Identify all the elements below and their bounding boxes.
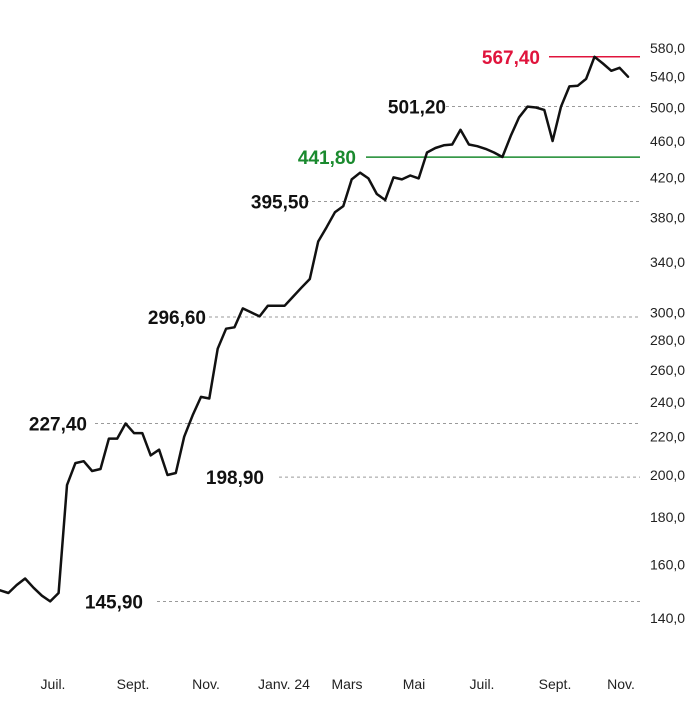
x-tick-label: Mai (403, 676, 426, 692)
x-tick-label: Nov. (192, 676, 220, 692)
x-tick-label: Sept. (539, 676, 572, 692)
annotation-label: 198,90 (206, 468, 264, 489)
price-series (0, 55, 630, 603)
reference-lines (95, 56, 640, 602)
price-annotations: 567,40 501,20 441,80 395,50 296,60 227,40 198,… (29, 48, 540, 614)
y-tick-label: 500,0 (650, 100, 685, 116)
y-tick-label: 580,0 (650, 40, 685, 56)
y-tick-label: 280,0 (650, 332, 685, 348)
y-tick-label: 160,0 (650, 556, 685, 572)
y-tick-label: 460,0 (650, 133, 685, 149)
y-tick-label: 140,0 (650, 610, 685, 626)
annotation-label: 501,20 (388, 98, 446, 119)
x-tick-label: Juil. (470, 676, 495, 692)
y-tick-label: 380,0 (650, 210, 685, 226)
y-axis-ticks: 140,0 160,0 180,0 200,0 220,0 240,0 260,0 280,0… (650, 40, 685, 626)
x-axis-ticks: Juil. Sept. Nov. Janv. 24 Mars Mai Juil. Sept. N… (41, 676, 635, 692)
y-tick-label: 300,0 (650, 304, 685, 320)
y-tick-label: 540,0 (650, 69, 685, 85)
annotation-label: 441,80 (298, 148, 356, 169)
y-tick-label: 260,0 (650, 362, 685, 378)
x-tick-label: Sept. (117, 676, 150, 692)
y-tick-label: 240,0 (650, 394, 685, 410)
price-line (0, 55, 630, 603)
y-tick-label: 180,0 (650, 509, 685, 525)
annotation-label: 296,60 (148, 308, 206, 329)
x-tick-label: Mars (331, 676, 362, 692)
annotation-label: 145,90 (85, 592, 143, 613)
x-tick-label: Juil. (41, 676, 66, 692)
annotation-label: 395,50 (251, 193, 309, 214)
x-tick-label: Janv. 24 (258, 676, 310, 692)
y-tick-label: 220,0 (650, 429, 685, 445)
y-tick-label: 340,0 (650, 254, 685, 270)
x-tick-label: Nov. (607, 676, 635, 692)
y-tick-label: 200,0 (650, 467, 685, 483)
annotation-label: 227,40 (29, 414, 87, 435)
y-tick-label: 420,0 (650, 169, 685, 185)
annotation-label: 567,40 (482, 48, 540, 69)
